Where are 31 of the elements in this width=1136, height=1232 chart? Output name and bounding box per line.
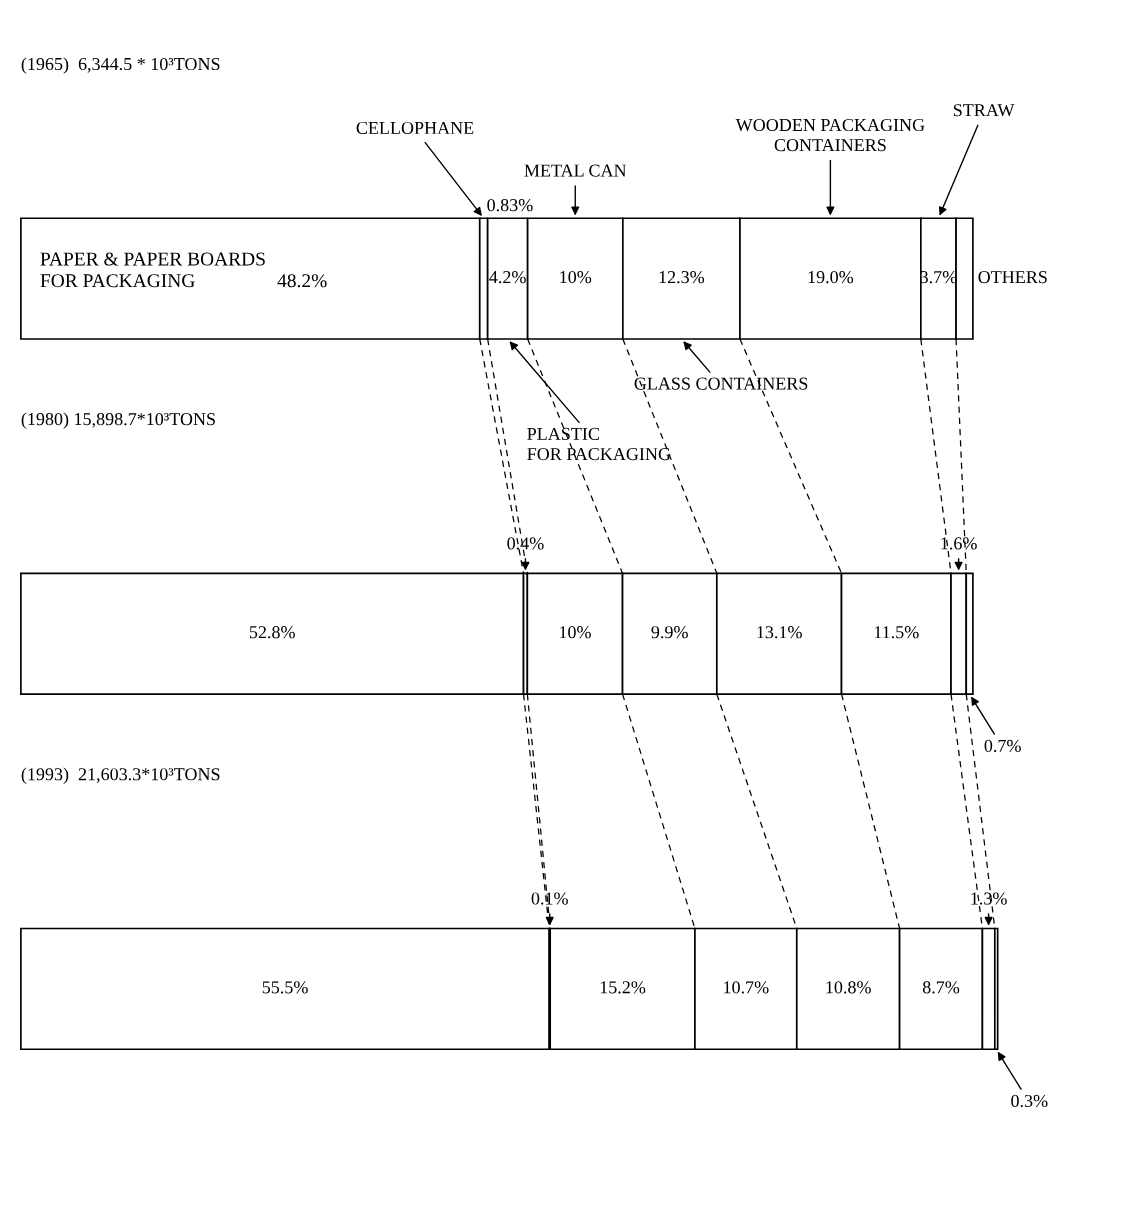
data-label: 9.9% (651, 626, 688, 639)
data-label: 13.1% (757, 626, 802, 639)
data-label: 1.3% (971, 892, 1007, 905)
text: WOODEN PACKAGING CONTAINERS (735, 118, 925, 152)
legend-label: GLASS CONTAINERS (634, 377, 808, 390)
data-label: 10% (560, 626, 591, 639)
data-label: 19.0% (808, 270, 854, 284)
series-label: OTHERS (978, 271, 1047, 284)
y-tick-label: (1965) 6,344.5 * 10³TONS (21, 57, 220, 74)
y-tick-label: (1993) 21,603.3*10³TONS (21, 767, 220, 784)
data-label: 8.7% (922, 981, 960, 994)
data-label: 4.2% (489, 270, 526, 284)
data-label: 15.2% (600, 981, 646, 994)
series-label: PAPER & PAPER BOARDS FOR PACKAGING (40, 252, 265, 288)
data-label: 12.3% (659, 270, 705, 284)
data-label: 10.8% (826, 981, 871, 994)
data-label: 0.4% (507, 537, 544, 550)
text: CELLOPHANE (356, 121, 474, 135)
y-tick-label: (1980) 15,898.7*10³TONS (21, 412, 215, 429)
data-label: 10% (560, 270, 592, 284)
text: PLASTIC FOR PACKAGING (527, 427, 671, 461)
data-label: 55.5% (262, 981, 308, 994)
text: METAL CAN (524, 164, 627, 177)
data-label: 0.3% (1011, 1094, 1048, 1108)
data-label: 11.5% (874, 626, 919, 639)
data-label: 0.7% (984, 739, 1021, 752)
data-label: 10.7% (724, 981, 769, 994)
data-label: 0.83% (487, 199, 533, 212)
data-label: 48.2% (277, 274, 327, 288)
text: STRAW (953, 104, 1015, 117)
data-label: 52.8% (249, 626, 295, 639)
